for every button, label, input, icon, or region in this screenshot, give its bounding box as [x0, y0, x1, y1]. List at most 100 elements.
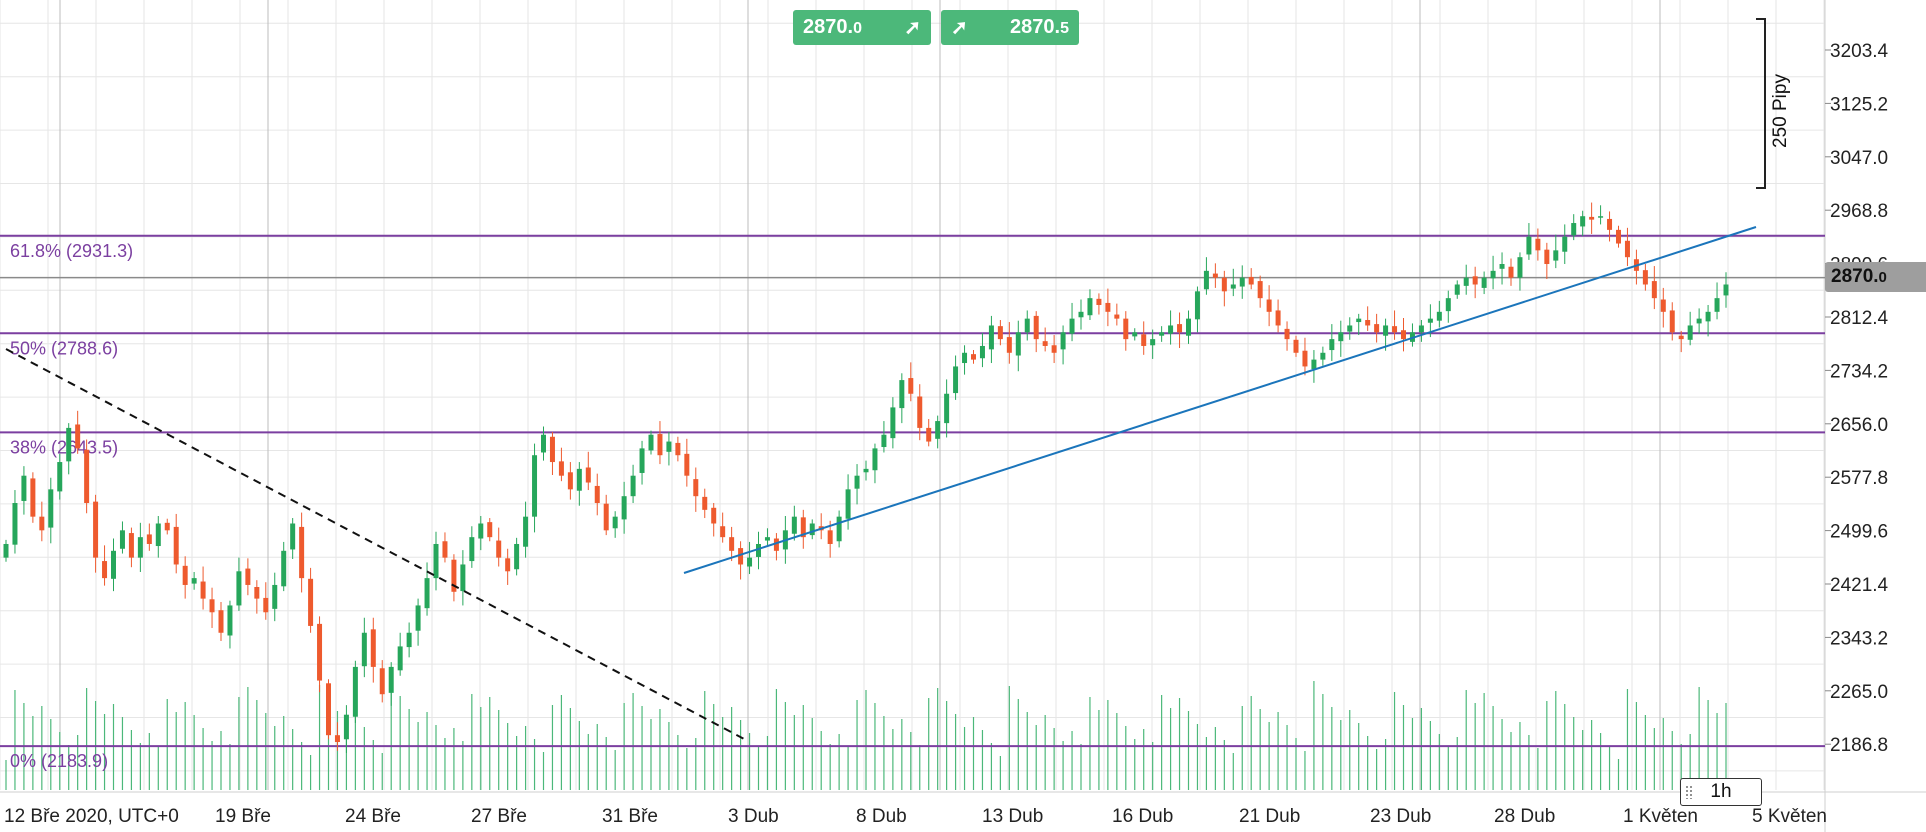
candle-body	[209, 599, 215, 613]
candle-body	[352, 666, 358, 717]
candle-body	[684, 453, 690, 476]
candle-body	[1338, 332, 1344, 342]
candle-body	[1580, 216, 1586, 227]
candle-body	[1374, 324, 1380, 333]
candle-body	[1571, 223, 1577, 236]
candle-body	[75, 424, 81, 449]
candle-body	[370, 629, 376, 667]
candle-body	[487, 522, 493, 538]
candle-body	[1105, 302, 1111, 312]
candle-body	[1186, 318, 1191, 336]
candle-body	[299, 526, 305, 579]
candle-body	[1481, 277, 1487, 288]
candle-body	[93, 501, 99, 558]
candle-body	[48, 489, 54, 528]
candle-body	[1544, 249, 1550, 265]
candle-body	[1033, 315, 1039, 340]
trend-line	[683, 226, 1757, 574]
candle-body	[1051, 345, 1057, 353]
candle-body	[1499, 264, 1505, 269]
candle-body	[729, 537, 735, 551]
candle-body	[1678, 335, 1684, 340]
candle-body	[326, 683, 331, 736]
drawings	[5, 18, 1766, 742]
price-tick-label: 3047.0	[1830, 148, 1888, 169]
timeframe-selector[interactable]: 1h	[1680, 778, 1762, 806]
candle-body	[379, 668, 385, 695]
candle-body	[1723, 284, 1729, 296]
candle-body	[1454, 284, 1460, 295]
candle-body	[1669, 310, 1675, 333]
candlesticks	[3, 202, 1729, 753]
dashed-trend-line	[5, 348, 749, 742]
candle-body	[1535, 238, 1541, 251]
candle-body	[1239, 277, 1245, 287]
candle-body	[1347, 325, 1353, 332]
date-tick-label: 21 Dub	[1239, 806, 1300, 827]
candle-body	[738, 548, 744, 565]
date-tick-label: 3 Dub	[728, 806, 779, 827]
candle-body	[971, 354, 976, 360]
candle-body	[119, 530, 125, 549]
candle-body	[899, 380, 905, 409]
candle-body	[1123, 318, 1129, 340]
candle-body	[890, 407, 896, 439]
candle-body	[1015, 332, 1021, 356]
candle-body	[39, 516, 45, 531]
candle-body	[1302, 350, 1308, 367]
candle-body	[1427, 318, 1433, 323]
candle-body	[1221, 277, 1227, 292]
candle-body	[863, 468, 869, 473]
date-tick-label: 13 Dub	[982, 806, 1043, 827]
candle-body	[1212, 273, 1218, 278]
candle-body	[308, 578, 314, 626]
candle-body	[451, 559, 457, 592]
candle-body	[773, 538, 779, 551]
candle-body	[988, 325, 994, 350]
candle-body	[1132, 332, 1138, 337]
price-tick-label: 2968.8	[1830, 201, 1888, 222]
candle-body	[66, 427, 72, 462]
candle-body	[514, 543, 520, 570]
candle-body	[496, 540, 502, 558]
sell-button[interactable]: 2870.0 ➚	[793, 10, 931, 45]
candle-body	[281, 550, 287, 587]
candle-body	[997, 326, 1003, 340]
fibonacci-levels: 61.8% (2931.3) 50% (2788.6) 38% (2643.5) 0%…	[0, 234, 1825, 771]
candle-body	[612, 516, 618, 529]
fib-level-label: 0% (2183.9)	[10, 751, 108, 771]
candle-body	[57, 462, 63, 492]
candle-body	[1159, 332, 1165, 336]
candle-body	[1445, 298, 1451, 312]
candle-body	[30, 478, 36, 517]
candle-body	[1508, 266, 1514, 278]
candle-body	[12, 503, 18, 545]
candle-body	[1436, 311, 1442, 321]
candle-body	[111, 550, 116, 579]
candle-body	[720, 526, 726, 538]
candle-body	[1257, 281, 1263, 299]
candle-body	[3, 543, 9, 558]
candle-body	[1607, 218, 1613, 230]
candle-body	[648, 434, 654, 451]
candle-body	[460, 564, 466, 592]
candle-body	[711, 507, 717, 524]
drag-handle-icon[interactable]	[1685, 785, 1693, 799]
candle-body	[953, 366, 959, 394]
candle-body	[1311, 359, 1317, 370]
candle-body	[1087, 298, 1093, 316]
candle-body	[1598, 216, 1604, 218]
candle-body	[1060, 332, 1066, 350]
candle-body	[1418, 325, 1424, 333]
candle-body	[1356, 318, 1362, 323]
price-tick-label: 3203.4	[1830, 41, 1889, 62]
candle-body	[827, 530, 833, 544]
candle-body	[639, 448, 645, 473]
candle-body	[764, 537, 770, 541]
buy-button[interactable]: ➚ 2870.5	[941, 10, 1079, 45]
candle-body	[576, 468, 582, 491]
measure-label: 250 Pipy	[1770, 74, 1791, 148]
date-tick-label: 28 Dub	[1494, 806, 1555, 827]
